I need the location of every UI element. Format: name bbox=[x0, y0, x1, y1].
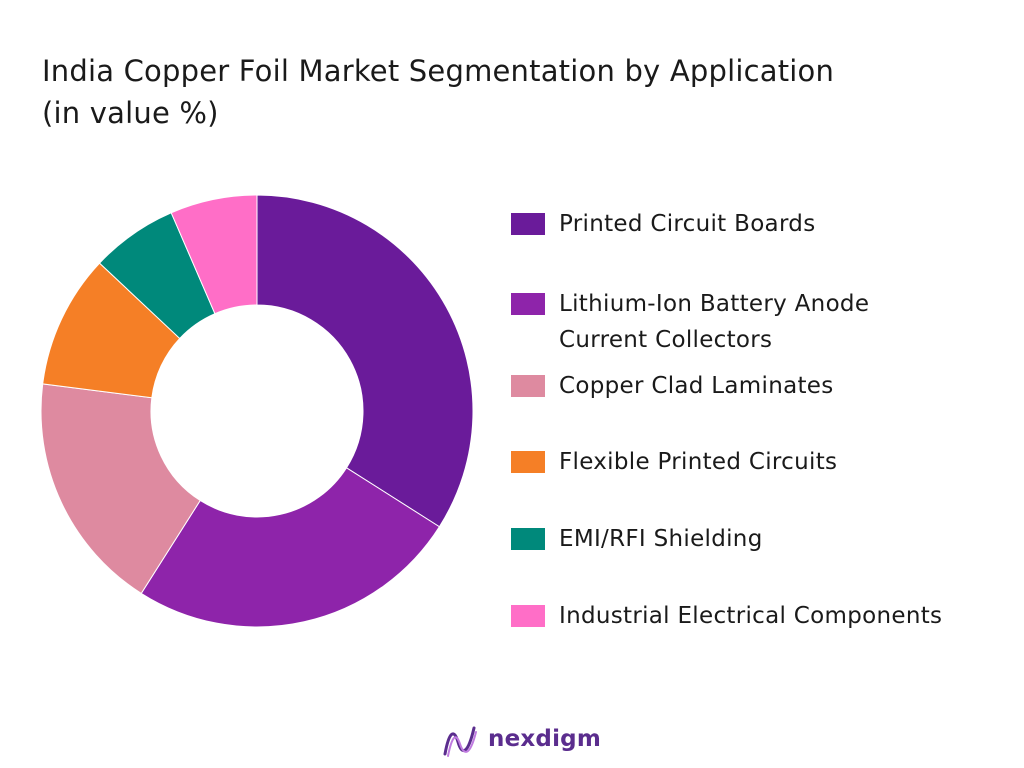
donut-slice-3 bbox=[40, 383, 201, 595]
legend-swatch-2 bbox=[511, 293, 545, 315]
donut-slice-2 bbox=[140, 467, 441, 628]
donut-chart bbox=[40, 194, 474, 628]
nexdigm-logo-text: nexdigm bbox=[488, 726, 601, 752]
nexdigm-logo: nexdigm bbox=[440, 722, 601, 762]
legend-swatch-3 bbox=[511, 375, 545, 397]
chart-title-line2: (in value %) bbox=[42, 96, 219, 130]
donut-slice-6 bbox=[170, 194, 258, 315]
legend-swatch-5 bbox=[511, 528, 545, 550]
legend-swatch-6 bbox=[511, 605, 545, 627]
legend-label-5: EMI/RFI Shielding bbox=[559, 526, 763, 552]
legend-label-3: Copper Clad Laminates bbox=[559, 373, 834, 399]
legend-swatch-1 bbox=[511, 213, 545, 235]
donut-slice-1 bbox=[256, 194, 474, 528]
chart-title: India Copper Foil Market Segmentation by… bbox=[42, 50, 1002, 134]
legend-label-2: Lithium-Ion Battery Anode Current Collec… bbox=[559, 291, 870, 353]
legend-swatch-4 bbox=[511, 451, 545, 473]
legend-label-1: Printed Circuit Boards bbox=[559, 211, 816, 237]
legend-label-6: Industrial Electrical Components bbox=[559, 603, 943, 629]
chart-title-line1: India Copper Foil Market Segmentation by… bbox=[42, 54, 835, 88]
nexdigm-logo-icon bbox=[443, 726, 477, 757]
legend-label-4: Flexible Printed Circuits bbox=[559, 449, 838, 475]
